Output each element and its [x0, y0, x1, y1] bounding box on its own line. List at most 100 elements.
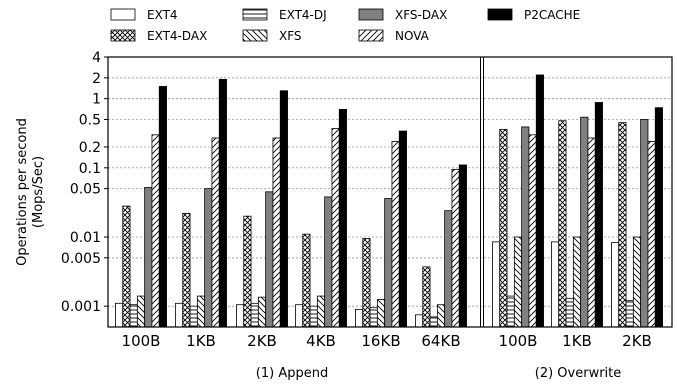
legend-swatch [242, 29, 268, 42]
legend-label: EXT4-DJ [279, 8, 327, 22]
bar-ext4-dj [429, 316, 438, 328]
y-tick-label: 1 [92, 92, 101, 108]
bar-ext4-dax [243, 215, 252, 328]
bar-ext4 [115, 302, 124, 328]
x-tick-label: 16KB [361, 332, 400, 350]
legend-label: P2CACHE [524, 8, 580, 22]
bar-ext4 [295, 304, 304, 328]
bar-ext4 [355, 308, 364, 328]
x-tick-label: 2KB [622, 332, 652, 350]
bar-p2cache [279, 90, 288, 328]
bar-ext4-dj [309, 305, 318, 328]
group-label: (1) Append [256, 366, 328, 381]
bar-ext4 [415, 314, 424, 328]
bar-nova [451, 168, 460, 328]
bar-xfs-dax [144, 187, 153, 328]
bar-ext4-dax [122, 205, 131, 328]
y-tick-label: 0.05 [70, 182, 101, 198]
bars [115, 74, 663, 328]
bar-xfs [136, 295, 146, 328]
legend-label: XFS-DAX [395, 8, 447, 22]
plot-frame [107, 56, 673, 328]
bar-xfs-dax [384, 198, 393, 328]
legend-label: NOVA [395, 29, 430, 43]
bar-ext4 [236, 304, 245, 328]
y-axis-title: Operations per second [15, 118, 30, 266]
bar-ext4-dj [189, 305, 198, 328]
bar-nova [391, 141, 400, 328]
legend-label: EXT4-DAX [147, 29, 207, 43]
legend-swatch [110, 8, 136, 21]
legend-swatch [110, 29, 136, 42]
plot-border [107, 56, 673, 328]
bar-ext4 [611, 242, 620, 328]
bar-ext4-dj [625, 300, 634, 328]
bar-xfs-dax [324, 196, 333, 328]
y-tick-label: 0.5 [79, 112, 101, 128]
legend-swatch [358, 29, 384, 42]
bar-ext4-dj [369, 307, 378, 328]
x-tick-label: 1KB [186, 332, 216, 350]
bar-xfs [376, 299, 386, 328]
x-axis: 100B 1KB 2KB 4KB 16KB 64KB 100B 1KB 2KB (1) Appen… [122, 332, 652, 381]
bar-p2cache [535, 74, 544, 328]
bar-ext4-dj [129, 304, 138, 328]
x-tick-label: 100B [122, 332, 161, 350]
bar-nova [528, 134, 537, 328]
x-tick-label: 100B [499, 332, 538, 350]
bar-xfs-dax [521, 126, 530, 328]
group-label: (2) Overwrite [535, 366, 622, 381]
bar-nova [272, 137, 281, 328]
legend-swatch [358, 8, 384, 21]
bar-ext4-dj [565, 297, 574, 328]
x-tick-label: 2KB [247, 332, 277, 350]
x-tick-label: 4KB [306, 332, 336, 350]
bar-nova [331, 128, 340, 328]
y-tick-label: 0.005 [61, 251, 101, 267]
y-tick-label: 4 [92, 50, 101, 66]
x-tick-label: 1KB [562, 332, 592, 350]
legend-label: XFS [279, 29, 302, 43]
bar-xfs-dax [265, 191, 274, 328]
bar-p2cache [218, 78, 227, 328]
bar-ext4-dax [422, 266, 431, 328]
bar-ext4-dax [182, 212, 191, 328]
bar-ext4-dax [362, 238, 371, 328]
bar-ext4-dax [499, 128, 508, 328]
bar-ext4 [551, 241, 560, 328]
bar-ext4-dax [558, 120, 567, 328]
bar-xfs [572, 236, 582, 328]
y-tick-label: 0.001 [61, 299, 101, 315]
bar-xfs-dax [640, 119, 649, 328]
bar-ext4-dj [250, 302, 259, 328]
legend-swatch [242, 8, 268, 21]
bar-ext4 [175, 302, 184, 328]
bar-xfs-dax [580, 116, 589, 328]
chart-legend: EXT4 EXT4-DAX EXT4-DJ XFS XFS-DAX NOVA P2CACHE [110, 8, 580, 43]
bar-p2cache [158, 86, 167, 328]
y-tick-label: 0.2 [79, 140, 101, 156]
legend-label: EXT4 [147, 8, 178, 22]
bar-nova [151, 134, 160, 328]
bar-p2cache [338, 108, 347, 328]
bar-xfs [257, 296, 267, 328]
bar-nova [211, 137, 220, 328]
bar-ext4-dax [302, 233, 311, 328]
bar-xfs [196, 295, 206, 328]
bar-ext4 [492, 241, 501, 328]
y-tick-label: 0.01 [70, 230, 101, 246]
bar-p2cache [398, 130, 407, 328]
y-axis-subtitle: (Mops/Sec) [31, 156, 46, 228]
bar-xfs-dax [444, 210, 453, 328]
bar-p2cache [654, 107, 663, 328]
bar-xfs [316, 295, 326, 328]
y-axis: 4 2 1 0.5 0.2 0.1 0.05 0.01 0.005 0.001 Operations… [15, 50, 108, 315]
bar-nova [587, 137, 596, 328]
bar-p2cache [594, 102, 603, 328]
bar-nova [647, 141, 656, 328]
y-tick-label: 0.1 [79, 161, 101, 177]
bar-p2cache [458, 164, 467, 328]
bar-xfs [436, 304, 446, 328]
bar-xfs [513, 236, 523, 328]
